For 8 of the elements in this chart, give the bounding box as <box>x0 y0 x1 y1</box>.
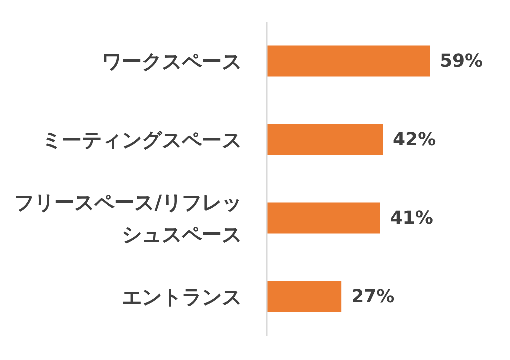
data-label: 42% <box>393 129 436 150</box>
y-tick-label: ミーティングスペース <box>42 128 242 152</box>
y-tick-label: エントランス <box>122 284 242 309</box>
data-label: 41% <box>390 208 434 229</box>
data-label: 59% <box>440 50 484 72</box>
y-tick-label: ワークスペース <box>102 49 242 74</box>
y-tick-label: フリースペース/リフレッシュスペース <box>14 190 242 246</box>
data-label: 27% <box>352 286 395 308</box>
